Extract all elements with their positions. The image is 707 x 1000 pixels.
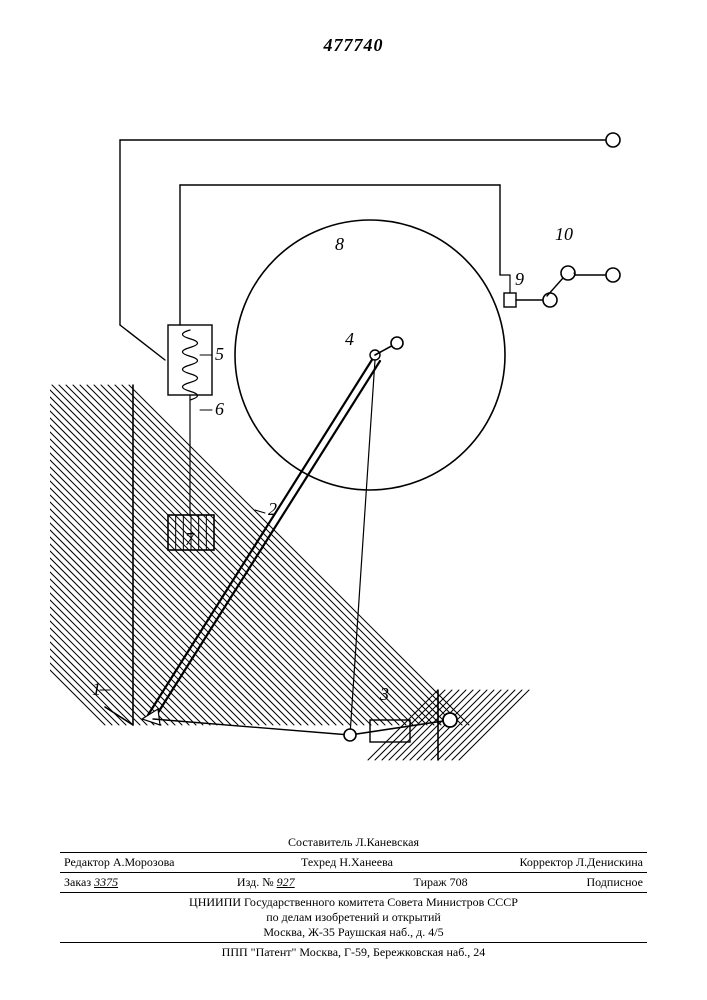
compiler-name: Л.Каневская xyxy=(355,835,418,849)
svg-text:7: 7 xyxy=(185,529,195,549)
org2: по делам изобретений и открытий xyxy=(60,910,647,925)
tirazh: Тираж 708 xyxy=(414,875,468,890)
svg-text:6: 6 xyxy=(215,399,224,419)
editor: Редактор А.Морозова xyxy=(64,855,174,870)
corrector: Корректор Л.Денискина xyxy=(520,855,643,870)
order-row: Заказ 3375 Изд. № 927 Тираж 708 Подписно… xyxy=(60,873,647,893)
order: Заказ 3375 xyxy=(64,875,118,890)
org-block: ЦНИИПИ Государственного комитета Совета … xyxy=(60,895,647,960)
patent-number: 477740 xyxy=(324,35,384,56)
svg-text:9: 9 xyxy=(515,269,524,289)
svg-text:10: 10 xyxy=(555,224,573,244)
svg-text:3: 3 xyxy=(379,684,389,704)
org1: ЦНИИПИ Государственного комитета Совета … xyxy=(60,895,647,910)
izd: Изд. № 927 xyxy=(237,875,295,890)
footer-block: Составитель Л.Каневская Редактор А.Мороз… xyxy=(60,835,647,960)
podpisnoe: Подписное xyxy=(586,875,643,890)
techred: Техред Н.Ханеева xyxy=(301,855,393,870)
addr1: Москва, Ж-35 Раушская наб., д. 4/5 xyxy=(60,925,647,940)
svg-text:4: 4 xyxy=(345,329,354,349)
compiler-row: Составитель Л.Каневская xyxy=(60,835,647,850)
svg-text:2: 2 xyxy=(268,499,277,519)
patent-diagram: 1 2 3 4 5 6 7 8 9 10 xyxy=(50,75,650,815)
credits-row: Редактор А.Морозова Техред Н.Ханеева Кор… xyxy=(60,852,647,873)
svg-text:1: 1 xyxy=(92,679,101,699)
addr2: ППП "Патент" Москва, Г-59, Бережковская … xyxy=(60,942,647,960)
svg-text:5: 5 xyxy=(215,344,224,364)
compiler-label: Составитель xyxy=(288,835,352,849)
svg-text:8: 8 xyxy=(335,234,344,254)
